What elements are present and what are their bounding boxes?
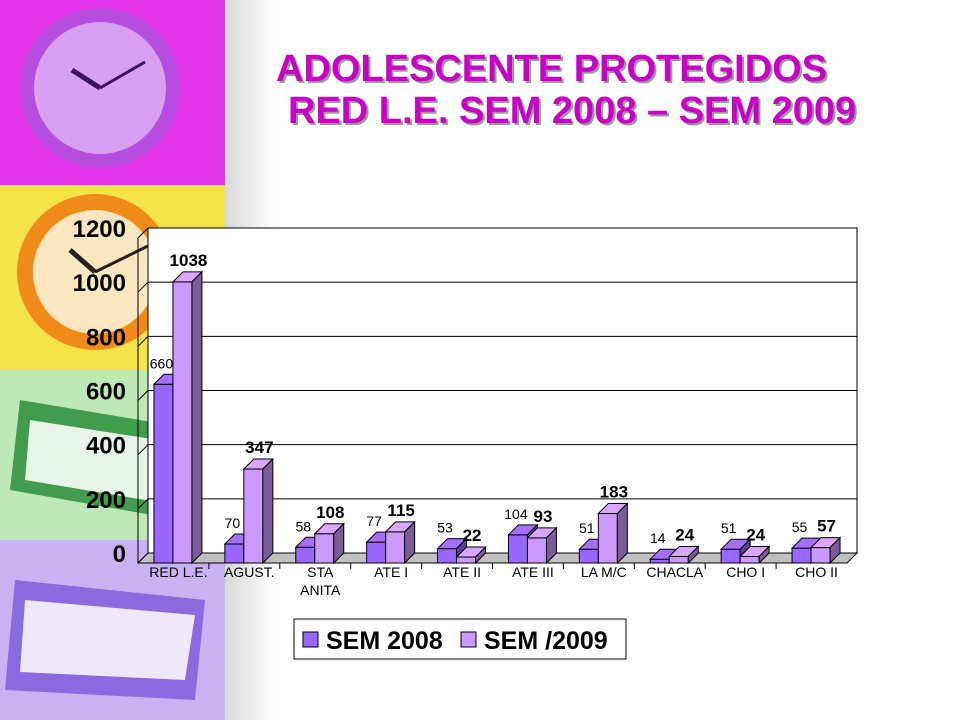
x-tick-label: LA M/C xyxy=(581,564,627,580)
legend-swatch xyxy=(460,631,477,648)
x-tick-label: CHO II xyxy=(795,564,838,580)
bar-side xyxy=(687,545,699,565)
data-label: 14 xyxy=(650,530,666,546)
x-tick-label: CHACLA xyxy=(646,564,703,580)
bar-face xyxy=(526,537,547,564)
y-tick-label: 0 xyxy=(113,541,126,568)
bar-side xyxy=(333,522,345,565)
legend-label: SEM /2009 xyxy=(484,627,608,655)
legend-label: SEM 2008 xyxy=(326,627,443,655)
data-label: 58 xyxy=(295,518,311,534)
x-tick-label: ANITA xyxy=(300,582,341,598)
bar-face xyxy=(437,548,458,564)
data-label: 55 xyxy=(792,519,808,535)
bar-face xyxy=(243,468,264,564)
data-label: 108 xyxy=(316,503,344,522)
bar-face xyxy=(385,531,406,564)
bar-face xyxy=(153,383,174,564)
gridline-side xyxy=(137,390,149,401)
bar-sem2009 xyxy=(455,545,487,565)
bar-face xyxy=(578,548,599,564)
gridline-side xyxy=(137,281,149,293)
x-tick-label: ATE II xyxy=(443,564,481,580)
y-tick-label: 400 xyxy=(86,433,126,460)
bar-sem2009 xyxy=(313,522,345,565)
bar-face xyxy=(649,558,670,564)
data-label: 660 xyxy=(150,355,174,371)
data-label: 53 xyxy=(437,520,453,536)
slide-title: ADOLESCENTE PROTEGIDOS RED L.E. SEM 2008… xyxy=(276,48,916,132)
bar-face xyxy=(810,547,831,564)
bar-side xyxy=(404,520,416,565)
bar-face xyxy=(366,541,387,564)
bar-face xyxy=(295,546,316,564)
legend: SEM 2008 SEM /2009 xyxy=(293,618,627,660)
bar-sem2009 xyxy=(597,502,629,565)
bar-face xyxy=(456,556,477,564)
gridline-side xyxy=(137,335,149,347)
bar-sem2009 xyxy=(738,545,771,565)
bar-face xyxy=(224,543,245,564)
title-line-2: RED L.E. SEM 2008 – SEM 2009 xyxy=(288,90,857,132)
x-tick-label: ATE I xyxy=(374,564,408,580)
y-tick-label: 800 xyxy=(86,324,126,351)
bar-face xyxy=(597,512,618,564)
title-line-1: ADOLESCENTE PROTEGIDOS xyxy=(276,48,828,90)
y-tick-label: 1000 xyxy=(73,270,126,297)
bar-face xyxy=(668,556,689,564)
bar-side xyxy=(829,536,841,565)
data-label: 183 xyxy=(600,482,628,501)
bar-side xyxy=(545,526,557,565)
y-tick-label: 1200 xyxy=(73,216,126,243)
data-label: 24 xyxy=(746,526,765,545)
bar-sem2009 xyxy=(526,526,558,565)
bar-side xyxy=(191,270,203,565)
legend-box xyxy=(293,618,627,660)
bar-face xyxy=(739,556,760,564)
bar-sem2009 xyxy=(384,520,416,565)
data-label: 70 xyxy=(225,515,241,531)
x-tick-label: RED L.E. xyxy=(149,564,207,580)
y-tick-label: 200 xyxy=(86,487,126,514)
bar-side xyxy=(262,457,274,565)
data-label: 77 xyxy=(366,513,382,529)
data-label: 51 xyxy=(579,520,595,536)
bar-side xyxy=(616,502,628,565)
bar-sem2009 xyxy=(242,457,275,565)
bar-face xyxy=(507,534,528,564)
bar-sem2009 xyxy=(171,270,204,565)
bar-side xyxy=(758,545,770,565)
data-label: 57 xyxy=(817,517,836,536)
bar-face xyxy=(791,547,812,564)
bar-sem2008 xyxy=(436,537,468,565)
bar-side xyxy=(475,545,487,565)
bar-sem2009 xyxy=(809,536,842,565)
data-label: 347 xyxy=(245,438,273,457)
bar-face xyxy=(314,533,335,564)
y-tick-label: 600 xyxy=(86,379,126,406)
x-tick-label: AGUST. xyxy=(224,564,275,580)
bar-sem2009 xyxy=(668,545,700,565)
data-label: 115 xyxy=(387,501,414,520)
gridline-side xyxy=(137,498,149,510)
x-tick-label: CHO I xyxy=(726,564,765,580)
data-label: 104 xyxy=(504,506,528,522)
data-label: 1038 xyxy=(170,251,208,270)
data-label: 24 xyxy=(675,526,694,545)
x-tick-label: STA xyxy=(307,564,334,580)
gridline-side xyxy=(137,227,149,239)
gridline-side xyxy=(137,444,149,456)
data-label: 93 xyxy=(533,507,552,526)
legend-swatch xyxy=(302,631,319,648)
bar-face xyxy=(172,281,193,564)
data-label: 22 xyxy=(463,526,482,545)
data-label: 51 xyxy=(721,520,737,536)
x-tick-label: ATE III xyxy=(512,564,554,580)
bar-face xyxy=(720,548,741,564)
